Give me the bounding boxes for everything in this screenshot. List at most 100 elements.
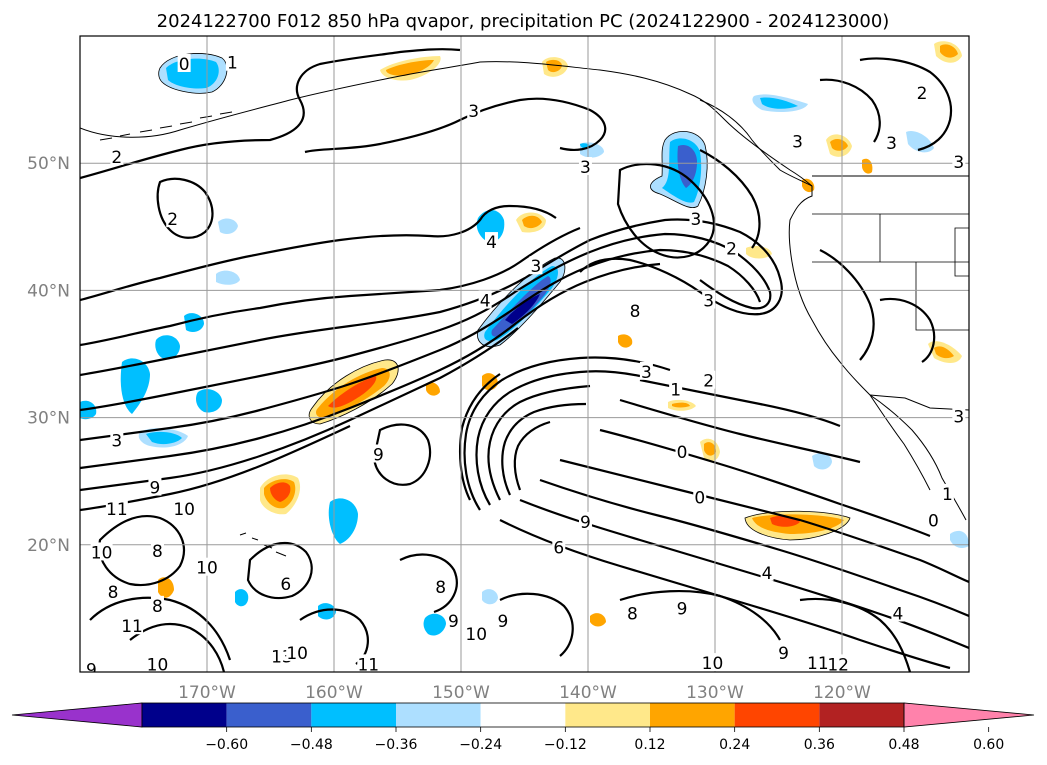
qvapor-contour (399, 553, 458, 614)
qvapor-contour (499, 592, 574, 657)
baja-coastline (869, 394, 931, 491)
contour-label-bg (177, 53, 191, 72)
contour-label: 3 (641, 363, 652, 383)
contour-label-bg (146, 654, 169, 672)
precip-negative-area (155, 335, 180, 360)
colorbar-extend-high (903, 702, 1035, 728)
precip-outline (650, 131, 708, 208)
precip-negative-area (760, 97, 798, 109)
qvapor-contour (80, 204, 557, 302)
contour-label: 2 (726, 239, 737, 259)
contour-label: 10 (147, 655, 169, 675)
contour-label: 0 (928, 512, 939, 532)
colorbar-tick-label: 0.12 (634, 737, 665, 753)
map-frame (79, 35, 970, 673)
qvapor-contour (559, 458, 969, 584)
contour-label-bg (121, 616, 144, 635)
qvapor-contour (246, 541, 313, 600)
precip-positive-area (802, 178, 815, 193)
qvapor-contour (616, 163, 715, 259)
qvapor-contour (80, 226, 581, 347)
contour-label: 3 (468, 102, 479, 122)
contour-label-bg (465, 623, 488, 642)
qvapor-contour (80, 248, 762, 442)
qvapor-contour (80, 232, 772, 412)
contour-label-bg (90, 542, 113, 561)
precip-negative-area (80, 400, 97, 420)
qvapor-contour (513, 420, 551, 491)
contour-label-bg (669, 379, 683, 398)
contour-label-bg (106, 581, 120, 600)
qvapor-contour-layer (80, 48, 969, 672)
qvapor-contour (487, 384, 591, 501)
gridlines (80, 36, 969, 672)
contour-label-bg (926, 510, 940, 529)
colorbar-tick-label: 0.60 (973, 737, 1004, 753)
contour-label: 2 (167, 210, 178, 230)
chart-title: 2024122700 F012 850 hPa qvapor, precipit… (157, 11, 890, 32)
contour-label: 12 (827, 655, 849, 675)
contour-label: 10 (91, 543, 113, 563)
precip-negative-area (505, 294, 540, 324)
y-tick-label: 20°N (27, 536, 70, 556)
x-tick-label: 170°W (178, 683, 236, 703)
contour-label-bg (578, 157, 592, 176)
qvapor-contour (879, 297, 936, 363)
contour-label: 2 (111, 148, 122, 168)
precip-positive-area (830, 139, 848, 151)
qvapor-contour (80, 218, 783, 377)
precip-negative-area (235, 589, 249, 607)
contour-label-bg (689, 209, 703, 228)
contour-label: 3 (531, 257, 542, 277)
contour-label: 8 (630, 302, 641, 322)
contour-label: 3 (580, 158, 591, 178)
us-state-borders (812, 213, 969, 331)
contour-label-bg (952, 406, 966, 425)
contour-label: 3 (703, 292, 714, 312)
colorbar-swatch (226, 703, 312, 727)
contour-label-bg (675, 441, 689, 460)
qvapor-contour (299, 608, 369, 665)
contour-label-bg (806, 653, 829, 672)
contour-label: 11 (121, 617, 143, 637)
hawaii-islands (239, 532, 287, 557)
contour-label: 3 (953, 407, 964, 427)
colorbar-swatch (819, 703, 904, 727)
precip-negative-area (328, 498, 358, 544)
contour-label: 0 (694, 489, 705, 509)
contour-label: 9 (497, 612, 508, 632)
colorbar-tick-label: −0.60 (205, 737, 248, 753)
qvapor-contour (499, 519, 951, 670)
colorbar-extend-low (11, 702, 143, 728)
precip-positive-area (386, 60, 434, 76)
colorbar-tick-label: −0.12 (544, 737, 587, 753)
contour-label: 9 (86, 660, 97, 680)
contour-label-bg (467, 101, 481, 120)
precip-negative-area (146, 431, 182, 445)
qvapor-contour (304, 97, 607, 154)
contour-label-bg (628, 300, 642, 319)
aleutian-islands (99, 111, 233, 141)
colorbar-tick-label: 0.36 (804, 737, 835, 753)
y-tick-label: 50°N (27, 154, 70, 174)
contour-label: 11 (106, 500, 128, 520)
contour-label: 4 (762, 564, 773, 584)
contour-label-bg (578, 511, 592, 530)
contour-label-bg (529, 256, 543, 275)
contour-label: 11 (807, 654, 829, 674)
contour-label: 4 (892, 604, 903, 624)
contour-label-bg (675, 598, 689, 617)
qvapor-contour (463, 356, 671, 511)
contour-label-bg (286, 642, 309, 661)
precip-negative-area (318, 603, 336, 620)
contour-label-bg (891, 603, 905, 622)
contour-label: 11 (357, 655, 379, 675)
precip-positive-area (934, 346, 954, 359)
contour-label-bg (760, 562, 774, 581)
contour-label-bg (225, 52, 239, 71)
contour-label-bg (84, 659, 98, 672)
contour-label: 8 (627, 604, 638, 624)
contour-label-bg (446, 611, 460, 630)
contour-label: 9 (150, 479, 161, 499)
bc-coastline (699, 99, 813, 263)
